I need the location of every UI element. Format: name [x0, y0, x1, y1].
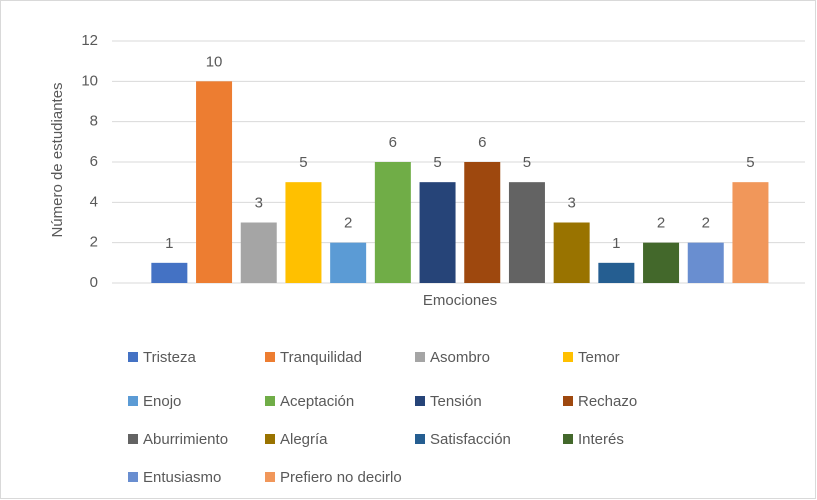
data-label: 2 — [344, 215, 352, 232]
data-label: 3 — [255, 194, 263, 211]
bar — [553, 222, 590, 283]
y-tick-label: 0 — [90, 274, 98, 291]
legend-swatch — [265, 434, 275, 444]
data-label: 10 — [206, 53, 223, 70]
legend-swatch — [415, 434, 425, 444]
bar — [419, 182, 456, 283]
legend-swatch — [265, 472, 275, 482]
y-tick-label: 10 — [81, 72, 98, 89]
y-tick-label: 12 — [81, 32, 98, 49]
legend-label: Prefiero no decirlo — [280, 469, 402, 486]
legend-label: Temor — [578, 349, 620, 366]
bar — [151, 262, 188, 283]
bar — [643, 242, 680, 283]
bar — [196, 81, 233, 283]
data-label: 1 — [612, 235, 620, 252]
legend-label: Aburrimiento — [143, 431, 228, 448]
legend-swatch — [128, 434, 138, 444]
legend-swatch — [415, 352, 425, 362]
legend-label: Interés — [578, 431, 624, 448]
legend-swatch — [128, 352, 138, 362]
y-tick-label: 6 — [90, 153, 98, 170]
data-label: 6 — [389, 134, 397, 151]
y-tick-label: 4 — [90, 193, 98, 210]
data-label: 2 — [702, 215, 710, 232]
bar — [464, 162, 501, 283]
legend-label: Entusiasmo — [143, 469, 221, 486]
x-axis-title: Emociones — [423, 292, 497, 309]
bar — [508, 182, 545, 283]
bar — [330, 242, 367, 283]
legend-label: Enojo — [143, 393, 181, 410]
legend-swatch — [128, 472, 138, 482]
y-tick-label: 2 — [90, 234, 98, 251]
legend-swatch — [265, 352, 275, 362]
legend-label: Satisfacción — [430, 431, 511, 448]
data-label: 5 — [299, 154, 307, 171]
data-label: 5 — [433, 154, 441, 171]
legend-label: Asombro — [430, 349, 490, 366]
legend-label: Aceptación — [280, 393, 354, 410]
data-label: 5 — [746, 154, 754, 171]
y-axis-title: Número de estudiantes — [49, 82, 66, 237]
legend-label: Tensión — [430, 393, 482, 410]
data-label: 2 — [657, 215, 665, 232]
data-label: 1 — [165, 235, 173, 252]
legend-swatch — [265, 396, 275, 406]
bar — [598, 262, 635, 283]
legend-label: Alegría — [280, 431, 328, 448]
legend-swatch — [563, 352, 573, 362]
legend-swatch — [128, 396, 138, 406]
legend-swatch — [563, 396, 573, 406]
data-label: 3 — [567, 194, 575, 211]
bar — [240, 222, 277, 283]
data-label: 6 — [478, 134, 486, 151]
legend-label: Rechazo — [578, 393, 637, 410]
bar — [285, 182, 322, 283]
bar — [374, 162, 411, 283]
bar — [687, 242, 724, 283]
legend-label: Tristeza — [143, 349, 196, 366]
legend-swatch — [415, 396, 425, 406]
bar — [732, 182, 769, 283]
y-tick-label: 8 — [90, 113, 98, 130]
legend-label: Tranquilidad — [280, 349, 362, 366]
legend-swatch — [563, 434, 573, 444]
data-label: 5 — [523, 154, 531, 171]
